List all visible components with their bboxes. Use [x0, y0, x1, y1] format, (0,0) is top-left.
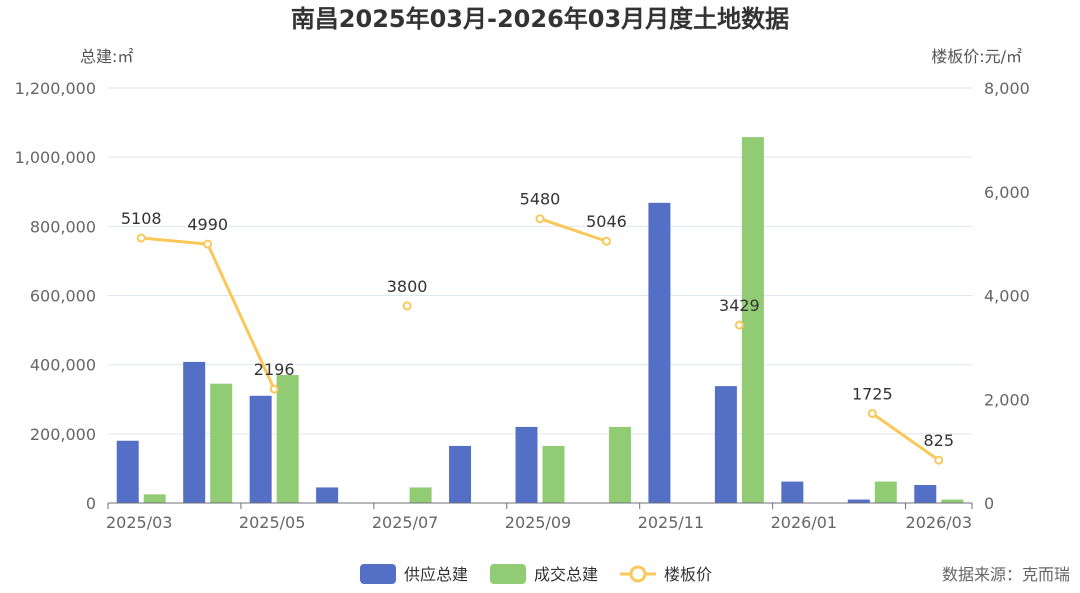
- chart-title: 南昌2025年03月-2026年03月月度土地数据: [291, 5, 789, 33]
- legend-swatch-marker: [629, 565, 647, 583]
- bar-deal: [143, 494, 166, 503]
- price-point: [535, 214, 545, 224]
- price-point: [269, 384, 279, 394]
- left-tick-label: 1,000,000: [15, 148, 96, 167]
- bars: [116, 137, 964, 504]
- right-axis-unit: 楼板价:元/㎡: [931, 47, 1022, 66]
- price-line-segment: [539, 217, 607, 243]
- legend-item[interactable]: 楼板价: [620, 565, 712, 584]
- left-tick-label: 1,200,000: [15, 79, 96, 98]
- price-point: [136, 233, 146, 243]
- bar-supply: [449, 445, 472, 503]
- legend-item[interactable]: 供应总建: [360, 564, 468, 584]
- legend-label: 成交总建: [534, 565, 598, 584]
- axes: 0 200,000 400,000 600,000 800,000 1,000,000 1,…: [15, 79, 1030, 532]
- price-point: [734, 320, 744, 330]
- bar-deal: [941, 499, 964, 503]
- data-source: 数据来源：克而瑞: [942, 565, 1070, 584]
- price-line: 5108 4990 2196 3800 5480 5046 3429 1725 825: [121, 190, 954, 465]
- x-tick-label: 2025/09: [505, 513, 571, 532]
- bar-supply: [116, 440, 139, 503]
- bar-deal: [276, 375, 299, 503]
- price-label: 5046: [586, 212, 627, 231]
- right-tick-label: 0: [984, 494, 994, 513]
- price-point: [867, 409, 877, 419]
- price-point: [402, 301, 412, 311]
- grid-lines: [108, 87, 972, 435]
- bar-supply: [781, 481, 804, 503]
- price-label: 4990: [187, 215, 228, 234]
- left-tick-label: 400,000: [30, 356, 96, 375]
- legend-swatch: [360, 564, 396, 584]
- price-label: 3800: [387, 277, 428, 296]
- left-tick-label: 200,000: [30, 425, 96, 444]
- bar-supply: [183, 361, 206, 503]
- left-tick-label: 0: [86, 494, 96, 513]
- price-label: 3429: [719, 296, 760, 315]
- bar-deal: [608, 426, 631, 503]
- x-tick-label: 2025/11: [638, 513, 704, 532]
- legend-label: 供应总建: [404, 565, 468, 584]
- bar-supply: [515, 426, 538, 503]
- bar-supply: [914, 485, 937, 503]
- price-point: [934, 455, 944, 465]
- right-tick-label: 6,000: [984, 183, 1030, 202]
- bar-deal: [542, 445, 565, 503]
- legend-item[interactable]: 成交总建: [490, 564, 598, 584]
- right-tick-label: 2,000: [984, 390, 1030, 409]
- price-label: 825: [923, 431, 954, 450]
- bar-supply: [249, 395, 272, 503]
- bar-supply: [847, 499, 870, 503]
- x-tick-label: 2025/07: [372, 513, 438, 532]
- right-tick-label: 4,000: [984, 287, 1030, 306]
- x-tick-label: 2025/03: [106, 513, 172, 532]
- left-tick-label: 600,000: [30, 287, 96, 306]
- x-tick-label: 2025/05: [239, 513, 305, 532]
- left-axis-unit: 总建:㎡: [80, 47, 133, 66]
- bar-deal: [874, 481, 897, 503]
- legend-label: 楼板价: [664, 565, 712, 584]
- price-label: 2196: [254, 360, 295, 379]
- bar-supply: [714, 386, 737, 503]
- x-tick-label: 2026/03: [906, 513, 972, 532]
- right-tick-label: 8,000: [984, 79, 1030, 98]
- legend-swatch: [490, 564, 526, 584]
- price-label: 5480: [520, 190, 561, 209]
- price-point: [601, 236, 611, 246]
- price-point: [203, 239, 213, 249]
- bar-deal: [210, 383, 233, 503]
- price-line-segment: [871, 412, 940, 462]
- x-tick-label: 2026/01: [771, 513, 837, 532]
- price-label: 1725: [852, 385, 893, 404]
- bar-supply: [648, 202, 671, 504]
- bar-deal: [409, 487, 432, 503]
- price-label: 5108: [121, 209, 162, 228]
- legend: 供应总建 成交总建 楼板价: [360, 564, 712, 584]
- left-tick-label: 800,000: [30, 217, 96, 236]
- bar-supply: [316, 487, 339, 503]
- bar-deal: [741, 137, 764, 503]
